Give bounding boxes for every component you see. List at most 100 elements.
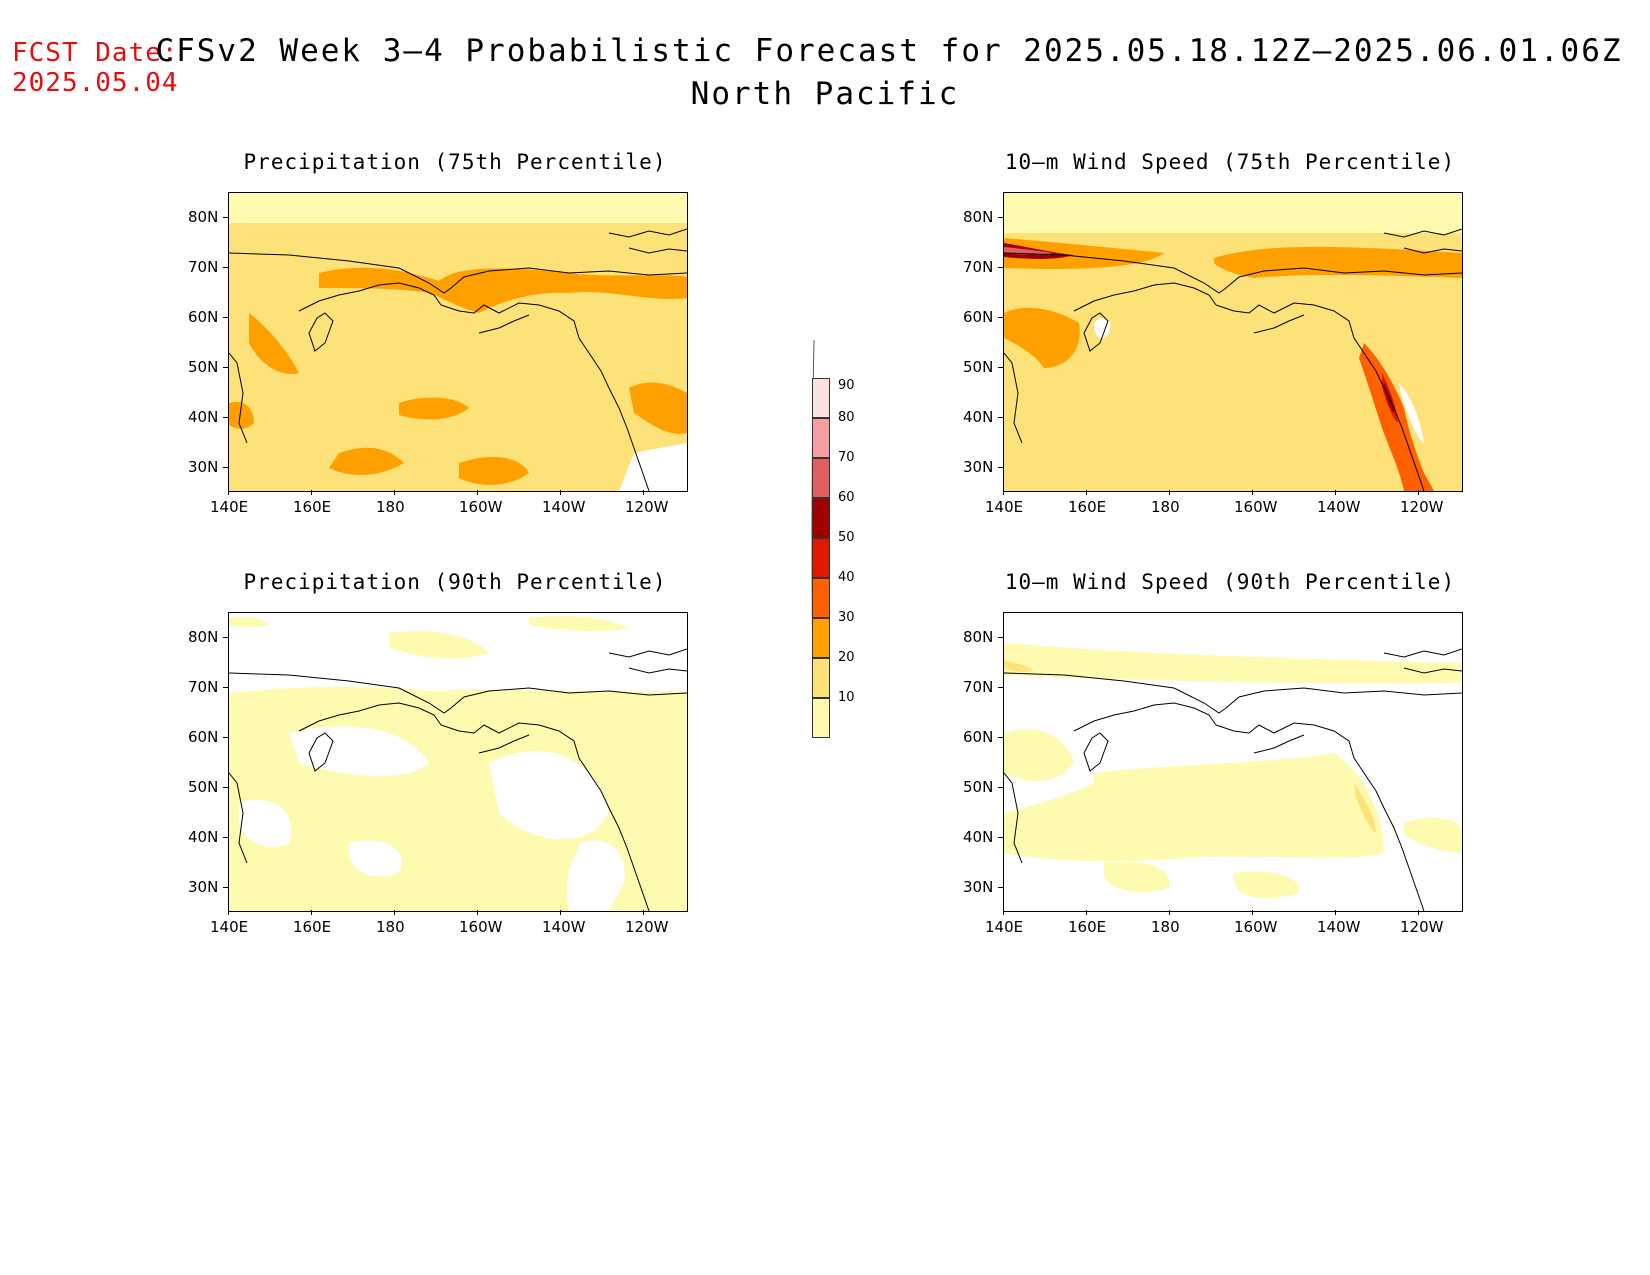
lat-tick-label: 70N — [188, 258, 219, 276]
lon-tick-label: 160W — [1234, 918, 1278, 936]
lat-tick — [998, 317, 1003, 318]
colorbar-label: 80 — [838, 410, 855, 425]
contour-region — [239, 799, 291, 847]
contour-region — [459, 457, 529, 485]
lon-tick — [394, 910, 395, 915]
lon-tick-label: 180 — [376, 498, 405, 516]
lon-tick — [1418, 490, 1419, 495]
lon-tick-label: 140E — [210, 918, 249, 936]
contour-region — [1234, 871, 1300, 899]
colorbar-segment — [812, 618, 830, 658]
lat-tick — [998, 417, 1003, 418]
lon-tick-label: 160W — [459, 918, 503, 936]
lon-tick-label: 180 — [1151, 498, 1180, 516]
lon-tick — [1335, 910, 1336, 915]
coastline — [1215, 302, 1425, 491]
contour-region — [249, 313, 299, 374]
lat-tick-label: 50N — [188, 778, 219, 796]
lat-tick — [223, 367, 228, 368]
lat-tick — [223, 217, 228, 218]
coastline — [229, 252, 687, 294]
coastline — [1073, 282, 1217, 312]
lat-tick-label: 30N — [963, 458, 994, 476]
coastline — [1004, 352, 1023, 444]
lon-tick-label: 140W — [1317, 918, 1361, 936]
panel-title: 10–m Wind Speed (75th Percentile) — [1004, 150, 1456, 174]
lat-tick — [998, 367, 1003, 368]
lon-tick-label: 140E — [210, 498, 249, 516]
coastline — [1004, 772, 1023, 864]
forecast-date-value: 2025.05.04 — [12, 68, 179, 98]
lat-tick-label: 70N — [963, 678, 994, 696]
lat-tick — [223, 787, 228, 788]
region-title: North Pacific — [690, 76, 960, 112]
lat-tick-label: 30N — [188, 878, 219, 896]
lat-tick — [223, 737, 228, 738]
lon-tick-label: 160E — [1068, 498, 1107, 516]
panel-title: 10–m Wind Speed (90th Percentile) — [1004, 570, 1456, 594]
coastline — [628, 667, 687, 674]
coastline — [229, 672, 687, 714]
lon-tick-label: 180 — [376, 918, 405, 936]
coastline — [1383, 648, 1462, 658]
lon-tick-label: 140W — [542, 498, 586, 516]
coastline — [1253, 314, 1305, 334]
panel-title: Precipitation (75th Percentile) — [243, 150, 667, 174]
coastline — [440, 722, 650, 911]
coastline — [608, 648, 687, 658]
contour-region — [529, 616, 629, 631]
lat-tick-label: 30N — [188, 458, 219, 476]
lon-tick-label: 140W — [1317, 498, 1361, 516]
lon-tick-label: 160E — [1068, 918, 1107, 936]
lon-tick-label: 120W — [1400, 498, 1444, 516]
contour-region — [1104, 861, 1170, 893]
lon-tick-label: 160E — [293, 498, 332, 516]
lon-tick — [1003, 490, 1004, 495]
lat-tick-label: 30N — [963, 878, 994, 896]
lon-tick-label: 160W — [1234, 498, 1278, 516]
lon-tick-label: 140E — [985, 498, 1024, 516]
coastline — [478, 734, 530, 754]
lon-tick — [1252, 490, 1253, 495]
contour-region — [1004, 661, 1034, 672]
contour-region — [1004, 247, 1054, 255]
panel-wind-75: 10–m Wind Speed (75th Percentile) 80N 70N… — [950, 150, 1470, 520]
coastline — [1083, 312, 1109, 352]
coastline — [1073, 702, 1217, 732]
colorbar-label: 20 — [838, 650, 855, 665]
coastline — [1215, 722, 1425, 911]
lat-tick — [998, 637, 1003, 638]
contour-region — [1004, 753, 1384, 862]
lat-tick-label: 70N — [963, 258, 994, 276]
lat-tick-label: 40N — [188, 828, 219, 846]
lat-tick — [998, 267, 1003, 268]
colorbar-label: 40 — [838, 570, 855, 585]
coastline — [308, 732, 334, 772]
lat-tick-label: 40N — [963, 828, 994, 846]
lon-tick-label: 160E — [293, 918, 332, 936]
contour-region — [1214, 246, 1462, 278]
main-title: CFSv2 Week 3–4 Probabilistic Forecast fo… — [155, 33, 1623, 69]
lat-tick — [998, 887, 1003, 888]
lat-tick-label: 50N — [963, 358, 994, 376]
colorbar-segment — [812, 498, 830, 538]
lon-tick — [1335, 490, 1336, 495]
colorbar-segment — [812, 538, 830, 578]
coastline — [1403, 247, 1462, 254]
colorbar-label: 30 — [838, 610, 855, 625]
lat-tick-label: 60N — [963, 728, 994, 746]
contour-region — [1004, 307, 1080, 368]
lat-tick — [223, 467, 228, 468]
lat-tick-label: 40N — [963, 408, 994, 426]
coastline — [440, 302, 650, 491]
lat-tick — [223, 267, 228, 268]
lat-tick — [998, 787, 1003, 788]
contour-region — [567, 840, 625, 911]
coastline — [298, 702, 442, 732]
contour-region — [1404, 817, 1462, 853]
lon-tick-label: 140W — [542, 918, 586, 936]
forecast-date: FCST Date: 2025.05.04 — [12, 38, 179, 98]
contour-region — [1094, 317, 1111, 339]
forecast-date-label: FCST Date: — [12, 38, 179, 68]
lat-tick-label: 60N — [188, 308, 219, 326]
